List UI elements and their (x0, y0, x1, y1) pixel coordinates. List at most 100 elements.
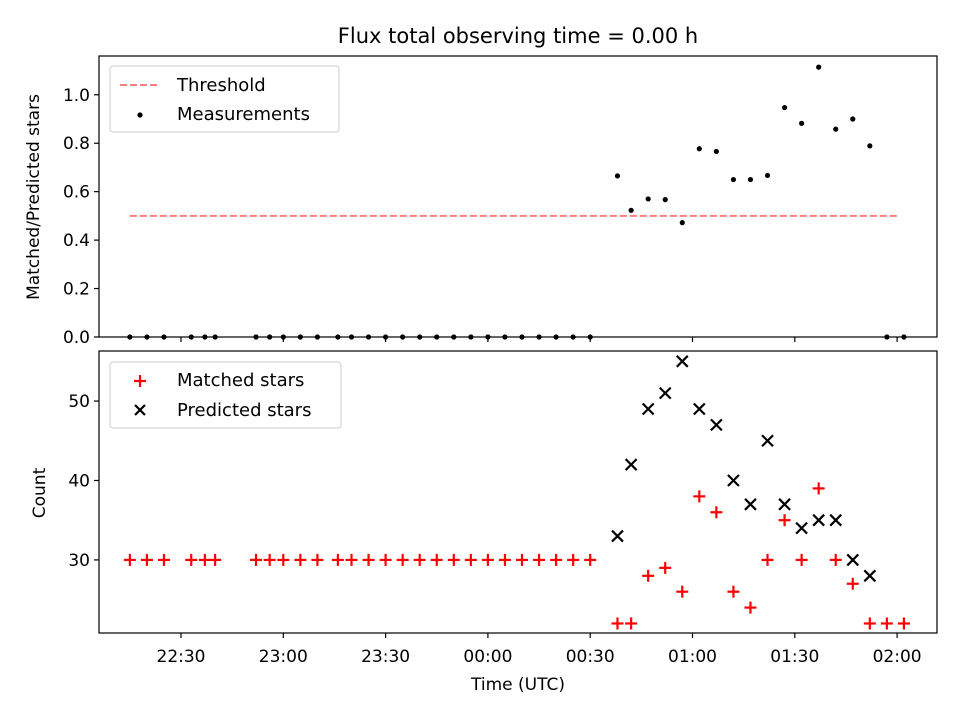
top-y-tick-label: 0.6 (63, 183, 90, 203)
predicted-star-point (863, 569, 877, 583)
measurement-point (434, 334, 440, 340)
x-axis-label: Time (UTC) (470, 675, 565, 695)
matched-star-point (744, 601, 757, 614)
threshold-legend-label: Threshold (176, 75, 266, 96)
matched-star-point (676, 585, 689, 598)
matched-star-point (362, 553, 375, 566)
matched-star-point (294, 553, 307, 566)
top-y-ticks: 0.0 0.2 0.4 0.6 0.8 1.0 (63, 86, 99, 348)
predicted-star-point (710, 418, 723, 432)
top-y-tick-label: 0.4 (63, 231, 90, 251)
measurement-point (127, 334, 133, 340)
matched-star-point (185, 553, 198, 566)
chart-title: Flux total observing time = 0.00 h (338, 24, 698, 48)
measurement-point (253, 334, 259, 340)
predicted-legend-swatch (134, 404, 146, 416)
top-y-tick-label: 0.8 (63, 134, 90, 154)
bottom-y-axis-label: Count (30, 467, 50, 518)
matched-star-point (447, 553, 460, 566)
matched-star-point (533, 553, 546, 566)
matched-star-point (880, 617, 893, 630)
measurement-point (901, 334, 907, 340)
measurement-point (144, 334, 150, 340)
bottom-marks (123, 355, 910, 630)
predicted-star-point (727, 474, 740, 487)
matched-star-point (396, 553, 409, 566)
measurement-point (850, 116, 856, 122)
measurement-point (747, 176, 754, 183)
measurement-point (400, 334, 406, 340)
x-tick-label: 01:00 (668, 647, 717, 667)
predicted-star-point (829, 513, 842, 527)
matched-star-point (311, 553, 324, 566)
measurement-point (297, 334, 303, 340)
matched-star-point (157, 553, 170, 566)
measurement-point (383, 334, 389, 340)
predicted-star-point (611, 529, 624, 543)
matched-star-point (710, 506, 723, 519)
bottom-panel: 30 40 50 22:30 23:00 23:30 00:00 00:30 01:00 01:… (30, 350, 938, 695)
measurement-point (816, 64, 822, 70)
x-tick-label: 23:00 (259, 647, 308, 667)
bottom-y-ticks: 30 40 50 (68, 392, 99, 571)
matched-legend-label: Matched stars (177, 370, 304, 391)
bottom-legend-box (109, 361, 342, 429)
top-legend-box (109, 65, 340, 133)
measurement-point (662, 197, 668, 203)
matched-star-point (625, 617, 638, 630)
measurement-point (212, 334, 218, 340)
matched-star-point (379, 553, 392, 566)
measurement-point (628, 207, 634, 213)
matched-star-point (778, 514, 791, 527)
measurement-point (536, 334, 542, 340)
measurement-point (764, 172, 771, 179)
matched-star-point (897, 617, 910, 630)
matched-star-point (516, 553, 528, 566)
measurement-point (348, 334, 355, 340)
measurement-point (161, 334, 167, 340)
matched-star-point (430, 553, 443, 566)
matched-star-point (331, 553, 344, 566)
measurement-point (519, 334, 525, 340)
matched-star-point (693, 490, 706, 503)
bottom-y-tick-label: 30 (68, 551, 90, 571)
predicted-star-point (693, 402, 706, 416)
x-tick-label: 00:00 (463, 647, 512, 667)
predicted-star-point (795, 521, 808, 535)
measurement-point (713, 148, 719, 155)
predicted-legend-label: Predicted stars (177, 400, 311, 421)
measurement-point (451, 334, 457, 340)
bottom-y-tick-label: 50 (68, 392, 90, 412)
predicted-star-point (846, 553, 860, 567)
matched-star-point (250, 553, 263, 566)
measurement-point (365, 334, 372, 340)
x-tick-label: 01:30 (770, 647, 819, 667)
matched-star-point (550, 553, 563, 566)
measurement-point (417, 334, 423, 340)
measurement-point (679, 220, 685, 226)
predicted-star-point (658, 386, 672, 400)
measurement-point (614, 173, 621, 179)
measurement-point (570, 334, 576, 340)
matched-legend-swatch (134, 375, 146, 387)
measurement-point (502, 334, 508, 340)
predicted-star-point (675, 355, 689, 368)
matched-star-point (140, 553, 153, 566)
matched-star-point (277, 553, 290, 566)
matched-star-point (659, 561, 672, 574)
matched-star-point (829, 553, 842, 566)
measurement-point (867, 143, 873, 149)
matched-star-point (464, 553, 477, 566)
measurement-point (335, 334, 341, 340)
matched-star-point (345, 553, 358, 566)
measurement-point (468, 334, 474, 340)
top-legend: Threshold Measurements (109, 65, 340, 133)
matched-star-point (209, 553, 222, 566)
measurements-legend-swatch (137, 112, 143, 118)
predicted-star-point (744, 498, 757, 511)
matched-star-point (263, 553, 276, 566)
matched-star-point (761, 553, 774, 566)
measurement-point (202, 334, 208, 340)
top-y-axis-label: Matched/Predicted stars (24, 94, 44, 300)
